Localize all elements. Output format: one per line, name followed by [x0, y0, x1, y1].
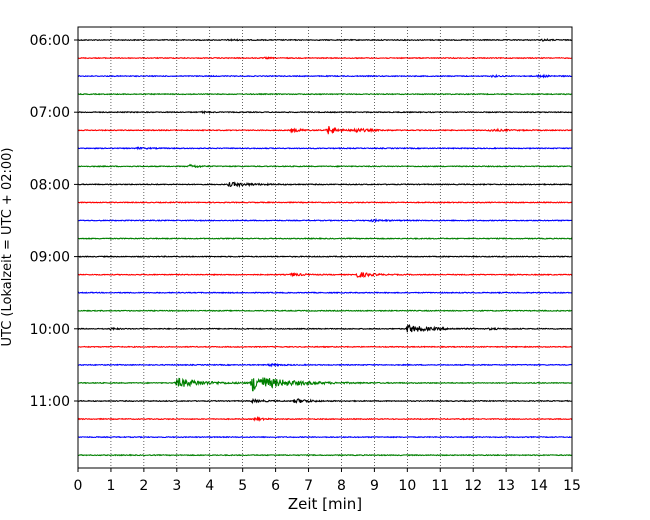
plot-frame [77, 26, 573, 469]
trace-1000 [77, 323, 573, 333]
trace-0630 [77, 73, 573, 79]
grid-layer [110, 27, 540, 468]
x-tick-label: 10 [398, 478, 416, 494]
x-tick-label: 1 [106, 478, 115, 494]
trace-1030 [77, 362, 573, 368]
trace-0930 [77, 291, 573, 295]
x-tick-label: 9 [370, 478, 379, 494]
traces-layer [77, 37, 573, 457]
trace-1015 [77, 345, 573, 349]
y-tick-label: 11:00 [30, 394, 70, 410]
x-tick-label: 5 [238, 478, 247, 494]
x-tick-label: 7 [304, 478, 313, 494]
trace-0715 [77, 126, 573, 135]
x-tick-label: 4 [205, 478, 214, 494]
y-tick-label: 08:00 [30, 177, 70, 193]
trace-0900 [77, 255, 573, 258]
trace-0600 [77, 37, 573, 42]
trace-1130 [77, 435, 573, 439]
trace-0945 [77, 309, 573, 313]
trace-0700 [77, 110, 573, 115]
y-tick-label: 09:00 [30, 250, 70, 266]
trace-1045 [77, 377, 573, 392]
trace-0830 [77, 217, 573, 223]
y-tick-label: 07:00 [30, 105, 70, 121]
trace-0745 [77, 163, 573, 169]
x-ticks: 0 1 2 3 4 5 6 7 8 9 10 11 12 13 14 15 [74, 468, 581, 494]
trace-1115 [77, 415, 573, 423]
trace-0845 [77, 237, 573, 240]
x-tick-label: 11 [431, 478, 449, 494]
y-axis-label: UTC (Lokalzeit = UTC + 02:00) [0, 148, 15, 347]
trace-0615 [77, 56, 573, 60]
x-tick-label: 3 [172, 478, 181, 494]
x-tick-label: 8 [337, 478, 346, 494]
trace-0915 [77, 271, 573, 278]
trace-1100 [77, 397, 573, 405]
trace-0815 [77, 201, 573, 204]
x-tick-label: 12 [464, 478, 482, 494]
trace-0800 [77, 181, 573, 188]
x-tick-label: 6 [271, 478, 280, 494]
x-tick-label: 2 [139, 478, 148, 494]
trace-0730 [77, 146, 573, 151]
x-tick-label: 13 [497, 478, 515, 494]
trace-0645 [77, 92, 573, 96]
x-tick-label: 14 [530, 478, 548, 494]
y-tick-label: 10:00 [30, 322, 70, 338]
trace-1145 [77, 453, 573, 457]
x-tick-label: 15 [563, 478, 581, 494]
x-axis-label: Zeit [min] [288, 495, 362, 513]
y-ticks: 06:00 07:00 08:00 09:00 10:00 11:00 [30, 33, 78, 410]
y-tick-label: 06:00 [30, 33, 70, 49]
x-tick-label: 0 [74, 478, 83, 494]
